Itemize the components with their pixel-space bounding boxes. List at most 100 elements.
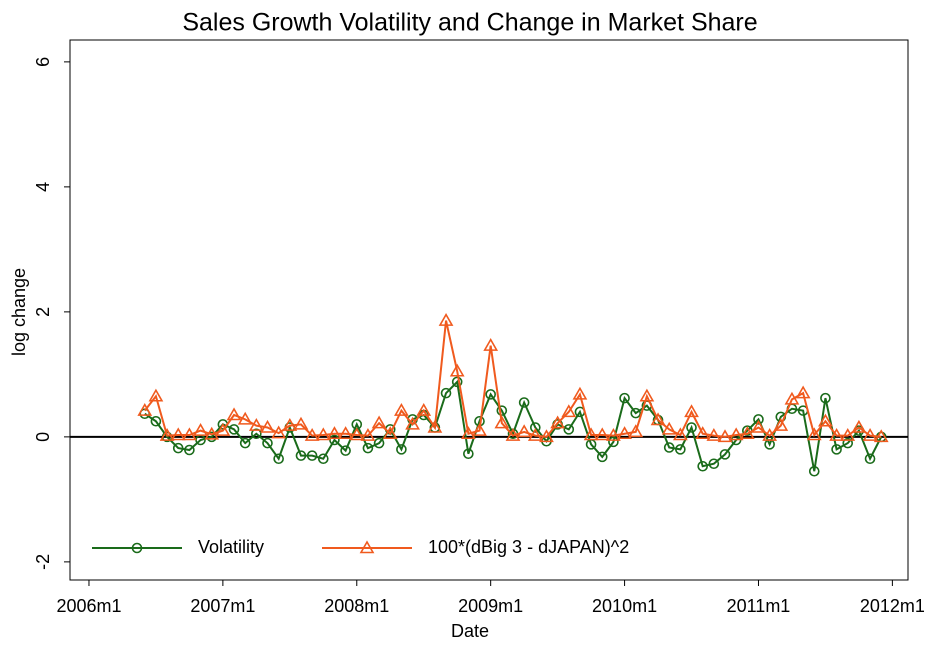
marker (228, 424, 240, 435)
x-tick-label: 2007m1 (190, 596, 255, 616)
plot-frame (69, 39, 909, 581)
y-tick-label: 4 (33, 182, 53, 192)
marker (561, 404, 577, 418)
series-line (143, 320, 882, 438)
marker (416, 403, 432, 416)
marker (460, 426, 476, 440)
marker (137, 403, 153, 416)
marker (864, 453, 876, 465)
marker (317, 453, 329, 465)
marker (672, 427, 688, 441)
marker (262, 437, 273, 449)
marker (239, 437, 251, 449)
marker (728, 427, 744, 441)
marker (170, 427, 186, 441)
legend-marker (359, 540, 375, 554)
marker (697, 460, 708, 472)
marker (193, 423, 208, 436)
marker (451, 376, 463, 388)
marker (271, 425, 287, 439)
y-tick-label: -2 (33, 554, 53, 570)
marker (349, 427, 365, 441)
marker (327, 426, 342, 440)
marker (784, 391, 800, 405)
marker (427, 419, 443, 433)
marker (260, 419, 275, 433)
marker (315, 427, 331, 441)
chart-title: Sales Growth Volatility and Change in Ma… (182, 9, 757, 37)
marker (527, 428, 543, 441)
marker (485, 389, 496, 400)
x-tick-label: 2008m1 (324, 596, 389, 616)
marker (686, 422, 697, 433)
marker (483, 338, 499, 351)
marker (182, 427, 197, 441)
marker (851, 419, 867, 433)
marker (594, 427, 610, 441)
marker (795, 385, 811, 399)
marker (449, 363, 465, 377)
marker (806, 427, 822, 441)
marker (563, 424, 575, 435)
x-tick-label: 2006m1 (56, 596, 121, 616)
marker (340, 445, 351, 456)
marker (496, 405, 508, 416)
marker (719, 449, 731, 460)
marker (237, 411, 253, 425)
marker (773, 418, 789, 431)
marker (550, 415, 566, 429)
marker (184, 444, 195, 456)
marker (583, 427, 599, 441)
marker (338, 426, 353, 440)
x-tick-label: 2010m1 (592, 596, 657, 616)
marker (518, 397, 530, 408)
marker (628, 424, 644, 438)
marker (159, 428, 175, 441)
marker (394, 403, 409, 416)
marker (273, 453, 284, 465)
marker (706, 428, 722, 441)
x-tick-label: 2011m1 (727, 596, 791, 616)
marker (371, 415, 387, 429)
marker (204, 426, 220, 440)
marker (362, 442, 374, 454)
marker (608, 436, 619, 448)
marker (842, 437, 854, 449)
marker (829, 428, 844, 441)
marker (695, 426, 711, 440)
marker (753, 414, 764, 425)
marker (675, 444, 686, 455)
marker (226, 407, 242, 421)
marker (818, 413, 833, 427)
marker (463, 448, 474, 460)
marker (172, 442, 184, 454)
marker (684, 404, 699, 418)
y-tick-label: 0 (33, 432, 53, 442)
series-line (144, 379, 883, 472)
marker (873, 429, 889, 443)
marker (862, 428, 878, 441)
x-axis-label: Date (451, 621, 489, 641)
marker (630, 407, 642, 419)
marker (717, 429, 733, 443)
marker (762, 428, 778, 441)
marker (516, 424, 532, 438)
marker (405, 416, 420, 430)
marker (148, 388, 164, 402)
marker (606, 428, 621, 441)
marker (438, 313, 454, 326)
marker (661, 421, 677, 435)
y-tick-label: 6 (33, 57, 53, 67)
marker (831, 444, 842, 455)
marker (572, 386, 588, 400)
marker (360, 428, 376, 441)
marker (472, 423, 487, 436)
marker (304, 428, 320, 441)
marker (248, 418, 264, 431)
marker (840, 428, 856, 441)
marker (295, 450, 307, 461)
marker (373, 437, 385, 449)
legend-label: Volatility (198, 537, 264, 557)
marker (539, 429, 554, 443)
